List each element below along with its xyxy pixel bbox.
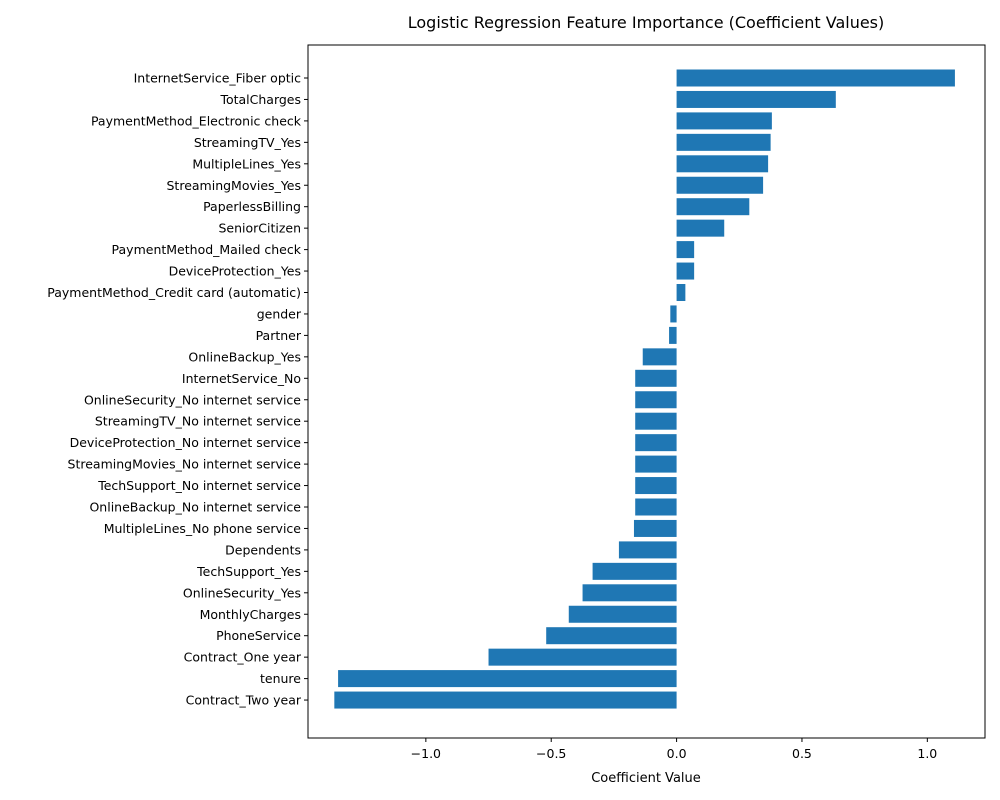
bar xyxy=(676,69,955,87)
bar xyxy=(633,519,677,537)
y-tick-label: StreamingTV_No internet service xyxy=(95,414,301,429)
bar xyxy=(676,198,750,216)
bar xyxy=(592,562,677,580)
bar xyxy=(676,90,836,108)
bar xyxy=(338,670,677,688)
y-tick-label: TotalCharges xyxy=(219,92,301,107)
x-axis-label: Coefficient Value xyxy=(591,771,701,786)
y-tick-label: Partner xyxy=(256,328,302,343)
bar xyxy=(642,348,677,366)
bar xyxy=(488,648,677,666)
y-tick-label: InternetService_Fiber optic xyxy=(134,71,302,86)
bar xyxy=(618,541,677,559)
bar xyxy=(635,412,677,430)
bar xyxy=(676,284,686,301)
bar xyxy=(676,219,725,237)
y-tick-label: PaymentMethod_Credit card (automatic) xyxy=(47,285,301,300)
y-tick-label: DeviceProtection_No internet service xyxy=(70,435,302,450)
y-tick-label: PhoneService xyxy=(216,628,301,643)
x-tick-label: 0.0 xyxy=(667,746,687,761)
y-tick-label: MultipleLines_Yes xyxy=(192,156,301,171)
bar xyxy=(676,133,771,151)
bar xyxy=(669,326,677,344)
bar xyxy=(568,605,677,623)
bars xyxy=(334,69,955,709)
plot-area-frame xyxy=(307,44,986,739)
bar xyxy=(676,262,695,280)
y-tick-label: OnlineSecurity_No internet service xyxy=(84,392,301,407)
chart-title: Logistic Regression Feature Importance (… xyxy=(408,13,885,32)
y-tick-label: OnlineBackup_No internet service xyxy=(89,500,301,515)
x-tick-label: −1.0 xyxy=(411,746,441,761)
y-tick-label: DeviceProtection_Yes xyxy=(169,264,301,279)
y-axis-ticks: InternetService_Fiber optic TotalCharges P… xyxy=(47,71,308,708)
bar xyxy=(635,369,677,387)
x-tick-label: 0.5 xyxy=(792,746,812,761)
y-tick-label: TechSupport_No internet service xyxy=(97,478,301,493)
bar xyxy=(676,241,695,259)
y-tick-label: MonthlyCharges xyxy=(200,607,301,622)
x-tick-label: −0.5 xyxy=(536,746,566,761)
y-tick-label: OnlineSecurity_Yes xyxy=(183,585,301,600)
bar xyxy=(635,498,677,516)
bar xyxy=(670,305,677,323)
y-tick-label: OnlineBackup_Yes xyxy=(188,349,301,364)
bar xyxy=(635,477,677,495)
y-tick-label: Contract_One year xyxy=(184,650,302,665)
bar xyxy=(676,112,772,130)
y-tick-label: InternetService_No xyxy=(182,371,301,386)
y-tick-label: StreamingMovies_No internet service xyxy=(68,457,302,472)
bar xyxy=(334,691,677,709)
y-tick-label: SeniorCitizen xyxy=(218,221,301,236)
x-tick-label: 1.0 xyxy=(917,746,937,761)
bar xyxy=(676,176,764,194)
y-tick-label: PaymentMethod_Electronic check xyxy=(91,113,302,128)
y-tick-label: Contract_Two year xyxy=(186,693,302,708)
y-tick-label: StreamingMovies_Yes xyxy=(167,178,302,193)
y-tick-label: StreamingTV_Yes xyxy=(194,135,301,150)
y-tick-label: PaymentMethod_Mailed check xyxy=(112,242,302,257)
y-tick-label: gender xyxy=(257,306,302,321)
bar xyxy=(635,391,677,409)
y-tick-label: PaperlessBilling xyxy=(203,199,301,214)
bar xyxy=(635,455,677,473)
bar xyxy=(546,627,677,645)
y-tick-label: tenure xyxy=(260,671,301,686)
x-axis-ticks: −1.0 −0.5 0.0 0.5 1.0 xyxy=(411,738,937,761)
bar xyxy=(635,434,677,452)
y-tick-label: Dependents xyxy=(225,542,301,557)
y-tick-label: TechSupport_Yes xyxy=(196,564,301,579)
bar xyxy=(676,155,769,173)
y-tick-label: MultipleLines_No phone service xyxy=(104,521,302,536)
bar xyxy=(582,584,677,602)
